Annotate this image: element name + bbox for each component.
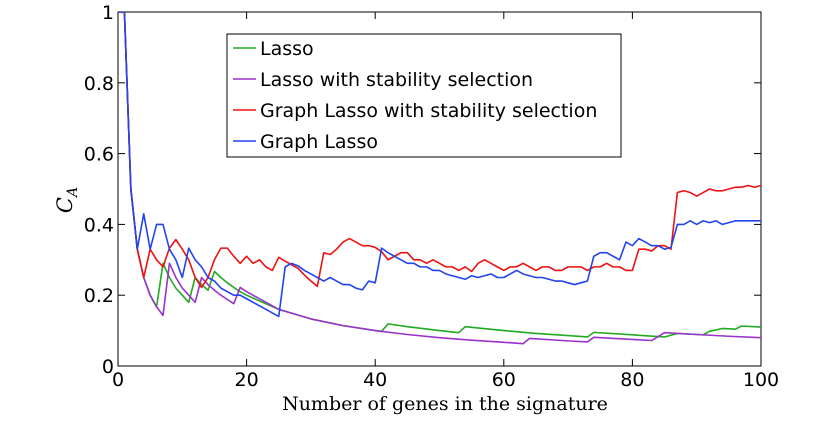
x-tick-label: 60 bbox=[492, 369, 516, 391]
series-group bbox=[118, 12, 761, 345]
x-tick-label: 80 bbox=[620, 369, 644, 391]
x-tick-label: 0 bbox=[112, 369, 124, 391]
series-line-graph-lasso bbox=[118, 12, 761, 318]
legend-label-lasso: Lasso bbox=[260, 38, 314, 60]
y-axis-title-main: C bbox=[53, 197, 77, 213]
y-tick-label: 0 bbox=[102, 356, 114, 378]
y-tick-label: 1 bbox=[102, 2, 114, 24]
y-axis: 0 0.2 0.4 0.6 0.8 1 bbox=[84, 2, 761, 378]
legend-label-lasso-with-stability-selection: Lasso with stability selection bbox=[260, 69, 533, 91]
legend: Lasso Lasso with stability selection Graph… bbox=[226, 33, 622, 158]
y-tick-label: 0.6 bbox=[84, 144, 114, 166]
x-tick-label: 40 bbox=[363, 369, 387, 391]
x-axis-title: Number of genes in the signature bbox=[282, 393, 608, 415]
svg-text:CA: CA bbox=[53, 187, 81, 213]
x-tick-label: 20 bbox=[235, 369, 259, 391]
y-tick-label: 0.8 bbox=[84, 73, 114, 95]
y-tick-label: 0.4 bbox=[84, 214, 114, 236]
series-line-graph-lasso-with-stability-selection bbox=[118, 12, 761, 289]
y-axis-title-subscript: A bbox=[65, 187, 81, 199]
y-tick-label: 0.2 bbox=[84, 285, 114, 307]
y-axis-title: CA bbox=[53, 187, 81, 213]
legend-label-graph-lasso: Graph Lasso bbox=[260, 131, 378, 153]
legend-box bbox=[226, 33, 622, 158]
legend-label-graph-lasso-with-stability-selection: Graph Lasso with stability selection bbox=[260, 100, 597, 122]
x-axis: 0 20 40 60 80 100 bbox=[112, 12, 779, 391]
x-tick-label: 100 bbox=[743, 369, 779, 391]
series-line-lasso-with-stability-selection bbox=[118, 12, 761, 345]
